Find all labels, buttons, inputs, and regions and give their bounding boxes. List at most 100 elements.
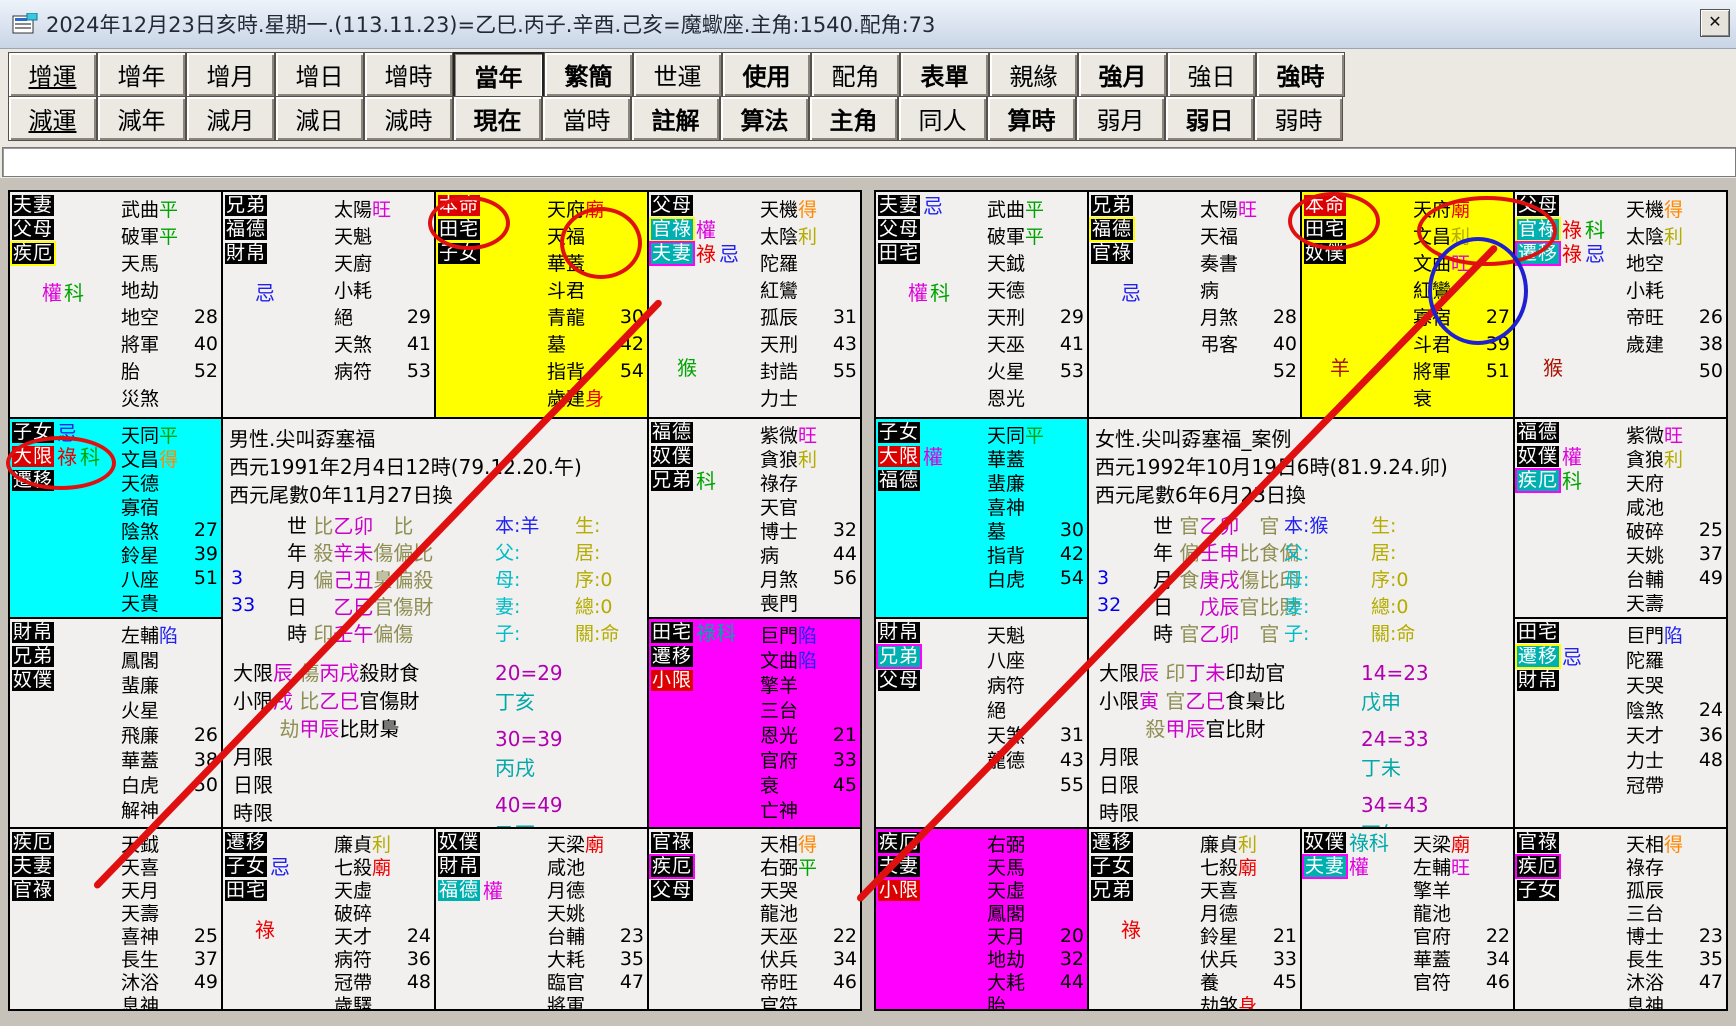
palace-cell-left-r4c3[interactable]: 奴僕 財帛 福德權天梁廟 咸池 月德 天姚 台輔 23 大耗 35 臨官 47 將軍 bbox=[436, 829, 647, 1009]
palace-cell-left-r3c1[interactable]: 財帛 兄弟 奴僕 左輔陷 鳳閣 蜚廉 火星 飛廉 26 華蓋 38 白虎 50 解神 bbox=[10, 619, 221, 827]
palace-labels: 子女忌大限祿科遷移 bbox=[12, 421, 100, 493]
palace-cell-right-r1c3[interactable]: 本命 田宅 奴僕 天府廟 文昌利 文曲旺 紅鸞 寡宿 27 斗君 39 將軍 51 衰 羊 bbox=[1302, 192, 1513, 417]
palace-cell-left-r1c4[interactable]: 父母 官祿權夫妻祿忌天機得 太陰利 陀羅 紅鸞 孤辰 31 天刑 43 封誥 55 力士 猴 bbox=[649, 192, 860, 417]
star-line: 50 bbox=[1698, 359, 1723, 382]
star-list: 天機得 太陰利 陀羅 紅鸞 孤辰 31 天刑 43 封誥 55 力士 bbox=[760, 195, 857, 411]
decade-range: 40=49乙酉 bbox=[495, 793, 563, 827]
palace-cell-left-r2c4[interactable]: 福德 奴僕 兄弟科紫微旺 貪狼利 祿存 天官 博士 32 病 44 月煞 56 喪門 bbox=[649, 419, 860, 617]
transform-mark: 科 bbox=[696, 468, 717, 493]
toolbar-button-表單[interactable]: 表單 bbox=[900, 52, 989, 97]
palace-cell-right-r4c2[interactable]: 遷移 子女 兄弟祿 廉貞利 七殺廟 天喜 月德 鈴星 21 伏兵 33 養 45 劫煞身 bbox=[1089, 829, 1300, 1009]
toolbar-button-增運[interactable]: 增運 bbox=[8, 52, 97, 97]
toolbar-button-親緣[interactable]: 親緣 bbox=[989, 52, 1078, 97]
star-line: 天哭 bbox=[1626, 675, 1665, 697]
palace-labels: 田宅 遷移忌財帛 bbox=[1515, 621, 1582, 693]
toolbar-button-配角[interactable]: 配角 bbox=[811, 52, 900, 97]
toolbar-button-弱月[interactable]: 弱月 bbox=[1076, 96, 1165, 141]
toolbar-button-繁簡[interactable]: 繁簡 bbox=[544, 52, 633, 97]
palace-label: 遷移 bbox=[1091, 831, 1134, 853]
palace-cell-left-r3c4[interactable]: 田宅 祿科 遷移 小限 巨門陷 文曲陷 擎羊 三台 恩光 21 官府 33 衰 45 亡神 bbox=[649, 619, 860, 827]
palace-labels: 官祿 疾厄 子女 bbox=[1515, 831, 1562, 903]
toolbar-button-現在[interactable]: 現在 bbox=[453, 96, 542, 141]
palace-cell-left-r4c4[interactable]: 官祿 疾厄 父母 天相得 右弼平 天哭 龍池 天巫 22 伏兵 34 帝旺 46 官符 bbox=[649, 829, 860, 1009]
palace-cell-left-r1c3[interactable]: 本命 田宅 子女 天府廟 天福 華蓋 斗君 青龍 30 墓 42 指背 54 歲建身 bbox=[436, 192, 647, 417]
toolbar-button-當時[interactable]: 當時 bbox=[542, 96, 631, 141]
palace-cell-right-r1c1[interactable]: 夫妻忌父母 田宅權科 武曲平 破軍平 天鉞 天德 天刑 29 天巫 41 火星 53 恩光 bbox=[876, 192, 1087, 417]
toolbar-button-增時[interactable]: 增時 bbox=[364, 52, 453, 97]
toolbar-button-主角[interactable]: 主角 bbox=[809, 96, 898, 141]
toolbar-button-使用[interactable]: 使用 bbox=[722, 52, 811, 97]
star-list: 天梁廟 咸池 月德 天姚 台輔 23 大耗 35 臨官 47 將軍 bbox=[547, 832, 644, 1009]
palace-cell-right-r3c4[interactable]: 田宅 遷移忌財帛 巨門陷 陀羅 天哭 陰煞 24 天才 36 力士 48 冠帶 bbox=[1515, 619, 1726, 827]
toolbar-button-減運[interactable]: 減運 bbox=[8, 96, 97, 141]
palace-label: 兄弟 bbox=[12, 645, 55, 667]
star-line: 斗君 39 bbox=[1413, 332, 1510, 357]
palace-cell-left-r1c2[interactable]: 兄弟 福德 財帛忌 太陽旺 天魁 天廚 小耗絕 29 天煞 41 病符 53 bbox=[223, 192, 434, 417]
star-line: 長生 37 bbox=[121, 947, 218, 972]
star-list: 巨門陷 陀羅 天哭 陰煞 24 天才 36 力士 48 冠帶 bbox=[1626, 622, 1723, 797]
palace-label: 大限 bbox=[878, 445, 921, 467]
palace-labels: 福德 奴僕 兄弟科 bbox=[651, 421, 716, 493]
close-icon[interactable]: ✕ bbox=[1700, 9, 1730, 37]
star-line: 地空 bbox=[1626, 253, 1665, 275]
toolbar-button-強時[interactable]: 強時 bbox=[1256, 52, 1345, 97]
star-line: 廉貞利 bbox=[1200, 834, 1258, 856]
palace-label: 子女 bbox=[12, 421, 55, 443]
palace-cell-right-r2c4[interactable]: 福德 奴僕權疾厄科紫微旺 貪狼利 天府 咸池 破碎 25 天姚 37 台輔 49 天壽 bbox=[1515, 419, 1726, 617]
palace-label: 福德 bbox=[1517, 421, 1560, 443]
toolbar-button-強月[interactable]: 強月 bbox=[1078, 52, 1167, 97]
toolbar-button-算法[interactable]: 算法 bbox=[720, 96, 809, 141]
limit-line: 日限 bbox=[1099, 773, 1139, 797]
toolbar-button-弱時[interactable]: 弱時 bbox=[1254, 96, 1343, 141]
palace-cell-right-r3c1[interactable]: 財帛 兄弟 父母 天魁 八座 病符絕天煞 31 龍德 43 55 bbox=[876, 619, 1087, 827]
toolbar-button-同人[interactable]: 同人 bbox=[898, 96, 987, 141]
star-line: 官府 22 bbox=[1413, 924, 1510, 949]
toolbar-button-增月[interactable]: 增月 bbox=[186, 52, 275, 97]
star-line: 陀羅 bbox=[760, 253, 799, 275]
toolbar-button-減月[interactable]: 減月 bbox=[186, 96, 275, 141]
star-line: 喪門 bbox=[760, 592, 799, 615]
transform-mark: 忌 bbox=[719, 241, 740, 266]
toolbar-button-減日[interactable]: 減日 bbox=[275, 96, 364, 141]
toolbar-button-註解[interactable]: 註解 bbox=[631, 96, 720, 141]
palace-labels: 疾厄 夫妻 小限 bbox=[878, 831, 921, 903]
palace-cell-right-r4c3[interactable]: 奴僕 祿科 夫妻權天梁廟 左輔旺 擎羊 龍池 官府 22 華蓋 34 官符 46 bbox=[1302, 829, 1513, 1009]
toolbar-button-減時[interactable]: 減時 bbox=[364, 96, 453, 141]
toolbar-button-增日[interactable]: 增日 bbox=[275, 52, 364, 97]
star-line: 長生 35 bbox=[1626, 947, 1723, 972]
palace-cell-right-r1c4[interactable]: 父母 官祿祿科遷移祿忌天機得 太陰利 地空 小耗 帝旺 26 歲建 38 50 猴 bbox=[1515, 192, 1726, 417]
toolbar-button-增年[interactable]: 增年 bbox=[97, 52, 186, 97]
palace-cell-right-r2c1[interactable]: 子女 大限權福德 天同平 華蓋 蜚廉 喜神墓 30 指背 42 白虎 54 bbox=[876, 419, 1087, 617]
year-branch-animal: 羊 bbox=[1330, 356, 1350, 380]
toolbar-button-減年[interactable]: 減年 bbox=[97, 96, 186, 141]
palace-label: 田宅 bbox=[225, 879, 268, 901]
toolbar-button-世運[interactable]: 世運 bbox=[633, 52, 722, 97]
toolbar-button-強日[interactable]: 強日 bbox=[1167, 52, 1256, 97]
palace-cell-right-r1c2[interactable]: 兄弟 福德 官祿忌 太陽旺 天福 奏書病月煞 28 弔客 40 52 bbox=[1089, 192, 1300, 417]
star-line: 小耗 bbox=[334, 280, 373, 302]
star-line: 台輔 23 bbox=[547, 924, 644, 949]
toolbar-button-算時[interactable]: 算時 bbox=[987, 96, 1076, 141]
limit-lines: 大限辰 印丁未印劫官 小限寅 官乙巳食梟比 殺甲辰官比財 月限 日限 時限 bbox=[1099, 659, 1285, 827]
palace-cell-left-r2c1[interactable]: 子女忌大限祿科遷移 天同平 文昌得 天德 寡宿 陰煞 27 鈴星 39 八座 51 天貴 bbox=[10, 419, 221, 617]
palace-label: 田宅 bbox=[1517, 621, 1560, 643]
pillar-line: 日 戊辰官比財 bbox=[1153, 595, 1300, 619]
star-line: 破碎 25 bbox=[1626, 519, 1723, 543]
palace-label: 田宅 bbox=[1304, 218, 1347, 240]
star-line: 大耗 44 bbox=[987, 970, 1084, 995]
toolbar-button-當年[interactable]: 當年 bbox=[453, 52, 544, 99]
star-list: 右弼 天馬 天虛 鳳閣 天月 20 地劫 32 大耗 44 胎 bbox=[987, 832, 1084, 1009]
toolbar-button-弱日[interactable]: 弱日 bbox=[1165, 96, 1254, 141]
palace-cell-right-r4c4[interactable]: 官祿 疾厄 子女 天相得 祿存 孤辰 三台 博士 23 長生 35 沐浴 47 息神 bbox=[1515, 829, 1726, 1009]
palace-cell-left-r4c2[interactable]: 遷移 子女忌田宅祿廉貞利 七殺廟 天虛 破碎 天才 24 病符 36 冠帶 48 歲驛 bbox=[223, 829, 434, 1009]
star-list: 廉貞利 七殺廟 天虛 破碎 天才 24 病符 36 冠帶 48 歲驛 bbox=[334, 832, 431, 1009]
palace-cell-left-r1c1[interactable]: 夫妻 父母 疾厄權科 武曲平 破軍平 天馬 地劫 地空 28 將軍 40 胎 52 災煞 bbox=[10, 192, 221, 417]
command-input[interactable] bbox=[2, 147, 1736, 177]
palace-cell-right-r4c1[interactable]: 疾厄 夫妻 小限 右弼 天馬 天虛 鳳閣 天月 20 地劫 32 大耗 44 胎 bbox=[876, 829, 1087, 1009]
palace-cell-left-r4c1[interactable]: 疾厄 夫妻 官祿 天鉞 天喜 天月 天壽 喜神 25 長生 37 沐浴 49 息神 bbox=[10, 829, 221, 1009]
decade-range: 30=39 丙戌 bbox=[495, 727, 563, 780]
star-line: 太陰利 bbox=[760, 226, 818, 248]
star-line: 陰煞 27 bbox=[121, 519, 218, 543]
palace-label: 遷移 bbox=[12, 469, 55, 491]
